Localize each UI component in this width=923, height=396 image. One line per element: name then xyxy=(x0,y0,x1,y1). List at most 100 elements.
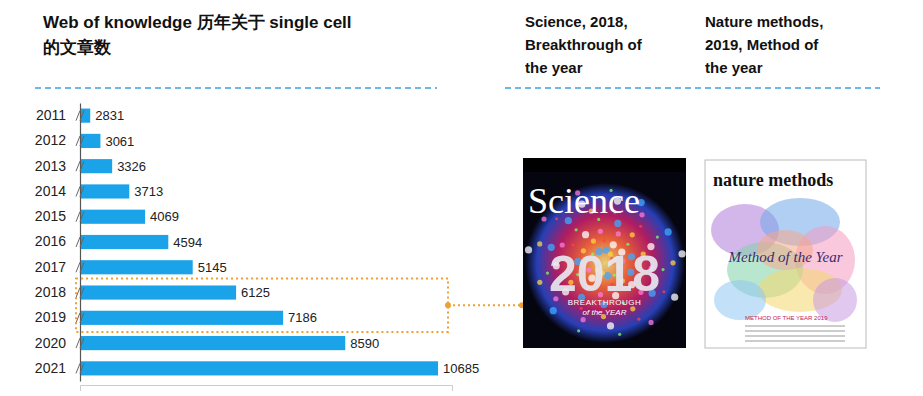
cover-text: Science xyxy=(528,181,640,221)
y-tick: 2013 xyxy=(35,158,80,174)
cover-text: METHOD OF THE YEAR 2019 xyxy=(745,315,828,321)
y-tick-label: 2015 xyxy=(35,208,66,224)
panel-caption: the year xyxy=(525,59,583,76)
x-axis-line xyxy=(81,386,453,392)
y-tick: 2020 xyxy=(35,335,80,351)
bar xyxy=(80,235,168,249)
bar xyxy=(80,311,283,325)
y-tick: 2017 xyxy=(35,259,80,275)
cover-nature: nature methods Method of the Year METHOD O… xyxy=(705,160,866,348)
bar xyxy=(80,285,236,299)
x-axis xyxy=(81,386,453,392)
panel-caption: Science, 2018, xyxy=(525,13,628,30)
connector xyxy=(448,304,522,306)
data-label: 2831 xyxy=(95,108,124,123)
cover-art xyxy=(607,322,614,329)
cover-art xyxy=(582,231,589,238)
data-label: 10685 xyxy=(443,361,479,376)
y-tick: 2016 xyxy=(35,233,80,249)
separator xyxy=(35,87,437,89)
cover-text: 2018 xyxy=(549,246,660,302)
highlight-box xyxy=(76,278,448,331)
data-label: 3326 xyxy=(117,159,146,174)
axis-break xyxy=(76,288,84,298)
chart-title: Web of knowledge 历年关于 single cell xyxy=(43,13,352,32)
y-tick: 2019 xyxy=(35,309,80,325)
bar xyxy=(80,159,112,173)
bar xyxy=(80,210,145,224)
data-label: 5145 xyxy=(198,260,227,275)
axis-break xyxy=(76,186,84,196)
cover-art xyxy=(671,294,678,301)
data-label: 7186 xyxy=(288,310,317,325)
y-tick-label: 2014 xyxy=(35,183,66,199)
y-tick-label: 2019 xyxy=(35,309,66,325)
axis-break xyxy=(76,161,84,171)
cover-art xyxy=(714,280,766,320)
bar xyxy=(80,260,193,274)
cover-text: Method of the Year xyxy=(727,249,842,265)
cover-science: Science2018BREAKTHROUGHof the YEAR xyxy=(523,158,686,348)
cover-art xyxy=(598,229,603,234)
data-label: 8590 xyxy=(350,336,379,351)
cover-top xyxy=(523,158,686,172)
cover-art xyxy=(630,306,635,311)
y-axis: 2011 2012 2013 2014 2015 2016 2017 2018 2019 2020… xyxy=(35,104,81,382)
cover-art xyxy=(745,331,845,332)
cover-art xyxy=(656,235,659,238)
y-tick: 2011 xyxy=(36,107,80,123)
cover-art xyxy=(745,326,845,327)
cover-art xyxy=(745,341,845,342)
axis-break xyxy=(76,212,84,222)
panel-caption: Breakthrough of xyxy=(525,36,643,53)
y-tick-label: 2012 xyxy=(35,132,66,148)
bar xyxy=(80,336,345,350)
connector-end xyxy=(445,302,451,308)
panel-caption: the year xyxy=(705,59,763,76)
cover-art xyxy=(618,333,621,336)
cover-art xyxy=(678,250,685,257)
data-label: 4594 xyxy=(173,235,202,250)
bar xyxy=(80,134,100,148)
cover-art xyxy=(670,260,675,265)
cover-art xyxy=(637,318,640,321)
cover-art xyxy=(550,307,557,314)
cover-art xyxy=(662,290,665,293)
chart-title: 的文章数 xyxy=(43,38,112,57)
cover-art xyxy=(537,280,542,285)
y-tick-label: 2011 xyxy=(36,107,66,123)
y-tick: 2021 xyxy=(35,360,80,376)
panel-caption: Nature methods, xyxy=(705,13,823,30)
axis-break xyxy=(76,338,84,348)
axis-break xyxy=(76,313,84,323)
cover-art xyxy=(745,336,845,337)
axis-break xyxy=(76,363,84,373)
cover-art xyxy=(537,241,542,246)
y-tick-label: 2020 xyxy=(35,335,66,351)
data-label: 6125 xyxy=(241,285,270,300)
cover-art xyxy=(603,239,606,242)
data-label: 3061 xyxy=(105,134,134,149)
cover-text: of the YEAR xyxy=(583,308,627,317)
cover-art xyxy=(648,320,653,325)
cover-art xyxy=(639,212,644,217)
data-label: 4069 xyxy=(150,209,179,224)
y-tick-label: 2021 xyxy=(35,360,66,376)
cover-text: nature methods xyxy=(713,170,833,190)
y-tick: 2018 xyxy=(35,284,80,300)
cover-bg xyxy=(523,158,686,348)
chart-root: Web of knowledge 历年关于 single cell 的文章数 201… xyxy=(0,0,923,396)
y-tick: 2014 xyxy=(35,183,80,199)
axis-break xyxy=(76,111,84,121)
axis-break xyxy=(76,136,84,146)
y-tick-label: 2017 xyxy=(35,259,66,275)
cover-art xyxy=(577,329,580,332)
cover-art xyxy=(639,225,642,228)
panel-caption: 2019, Method of xyxy=(705,36,819,53)
y-tick-label: 2016 xyxy=(35,233,66,249)
cover-art xyxy=(616,231,621,236)
cover-art xyxy=(581,317,586,322)
y-tick: 2012 xyxy=(35,132,80,148)
cover-art xyxy=(665,228,672,235)
cover-bg xyxy=(705,160,866,348)
